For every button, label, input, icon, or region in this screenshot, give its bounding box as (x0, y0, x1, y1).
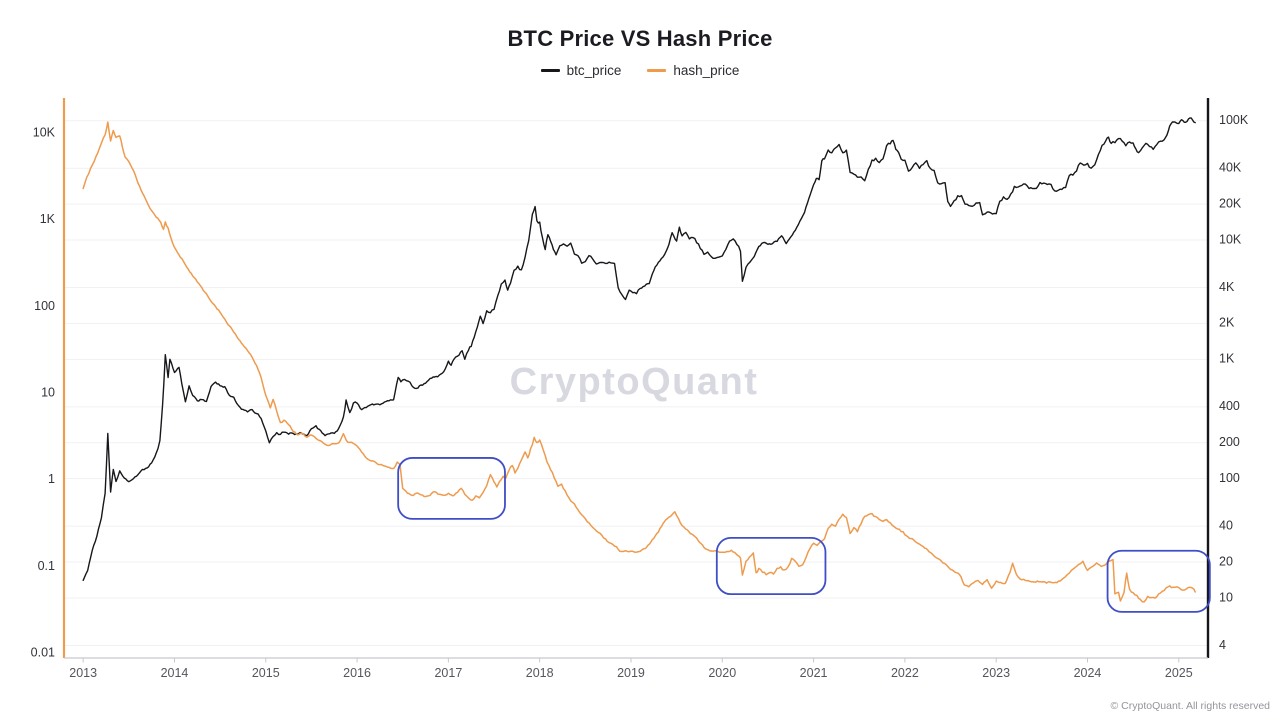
annotation-box-1 (397, 457, 506, 520)
x-axis-tick-label: 2014 (161, 666, 189, 680)
x-axis-tick-label: 2023 (982, 666, 1010, 680)
right-axis-tick-label: 10K (1219, 232, 1242, 246)
x-axis-tick-label: 2015 (252, 666, 280, 680)
hash-line-swatch-icon (647, 69, 667, 72)
right-axis-tick-label: 20K (1219, 196, 1242, 210)
right-axis-tick-label: 40K (1219, 160, 1242, 174)
right-axis-tick-label: 200 (1219, 435, 1240, 449)
annotation-box-2 (715, 536, 827, 596)
cryptoquant-watermark: CryptoQuant (510, 361, 759, 403)
right-axis-tick-label: 40 (1219, 518, 1233, 532)
left-axis-tick-label: 1K (40, 212, 56, 226)
x-axis-tick-label: 2024 (1074, 666, 1102, 680)
copyright-notice: © CryptoQuant. All rights reserved (1110, 700, 1270, 712)
chart-legend: btc_price hash_price (0, 63, 1280, 78)
right-axis-tick-label: 20 (1219, 554, 1233, 568)
x-axis-tick-label: 2019 (617, 666, 645, 680)
right-axis-tick-label: 1K (1219, 352, 1235, 366)
right-axis-tick-label: 10 (1219, 590, 1233, 604)
left-axis-tick-label: 0.1 (38, 559, 55, 573)
annotation-box-3 (1106, 549, 1211, 613)
x-axis-tick-label: 2013 (69, 666, 97, 680)
right-axis-tick-label: 100 (1219, 471, 1240, 485)
x-axis-tick-label: 2025 (1165, 666, 1193, 680)
btc_price-line (82, 117, 1196, 581)
page-title: BTC Price VS Hash Price (507, 26, 773, 51)
x-axis-tick-label: 2018 (526, 666, 554, 680)
right-axis-tick-label: 100K (1219, 113, 1249, 127)
right-axis-tick-label: 2K (1219, 316, 1235, 330)
left-axis-tick-label: 10 (41, 386, 55, 400)
x-axis-tick-label: 2021 (800, 666, 828, 680)
x-axis-tick-label: 2022 (891, 666, 919, 680)
legend-label-btc-price: btc_price (566, 63, 622, 78)
right-axis-tick-label: 4K (1219, 280, 1235, 294)
x-axis-tick-label: 2017 (434, 666, 462, 680)
btc-line-swatch-icon (540, 69, 560, 72)
legend-item-btc-price[interactable]: btc_price (540, 63, 622, 78)
legend-label-hash-price: hash_price (673, 63, 740, 78)
right-axis-tick-label: 4 (1219, 638, 1226, 652)
left-axis-tick-label: 0.01 (31, 645, 55, 659)
legend-item-hash-price[interactable]: hash_price (647, 63, 739, 78)
x-axis-tick-label: 2016 (343, 666, 371, 680)
hash_price-line (82, 121, 1196, 603)
left-axis-tick-label: 100 (34, 299, 55, 313)
left-axis-tick-label: 10K (33, 126, 56, 140)
left-axis-tick-label: 1 (48, 472, 55, 486)
right-axis-tick-label: 400 (1219, 399, 1240, 413)
x-axis-tick-label: 2020 (708, 666, 736, 680)
